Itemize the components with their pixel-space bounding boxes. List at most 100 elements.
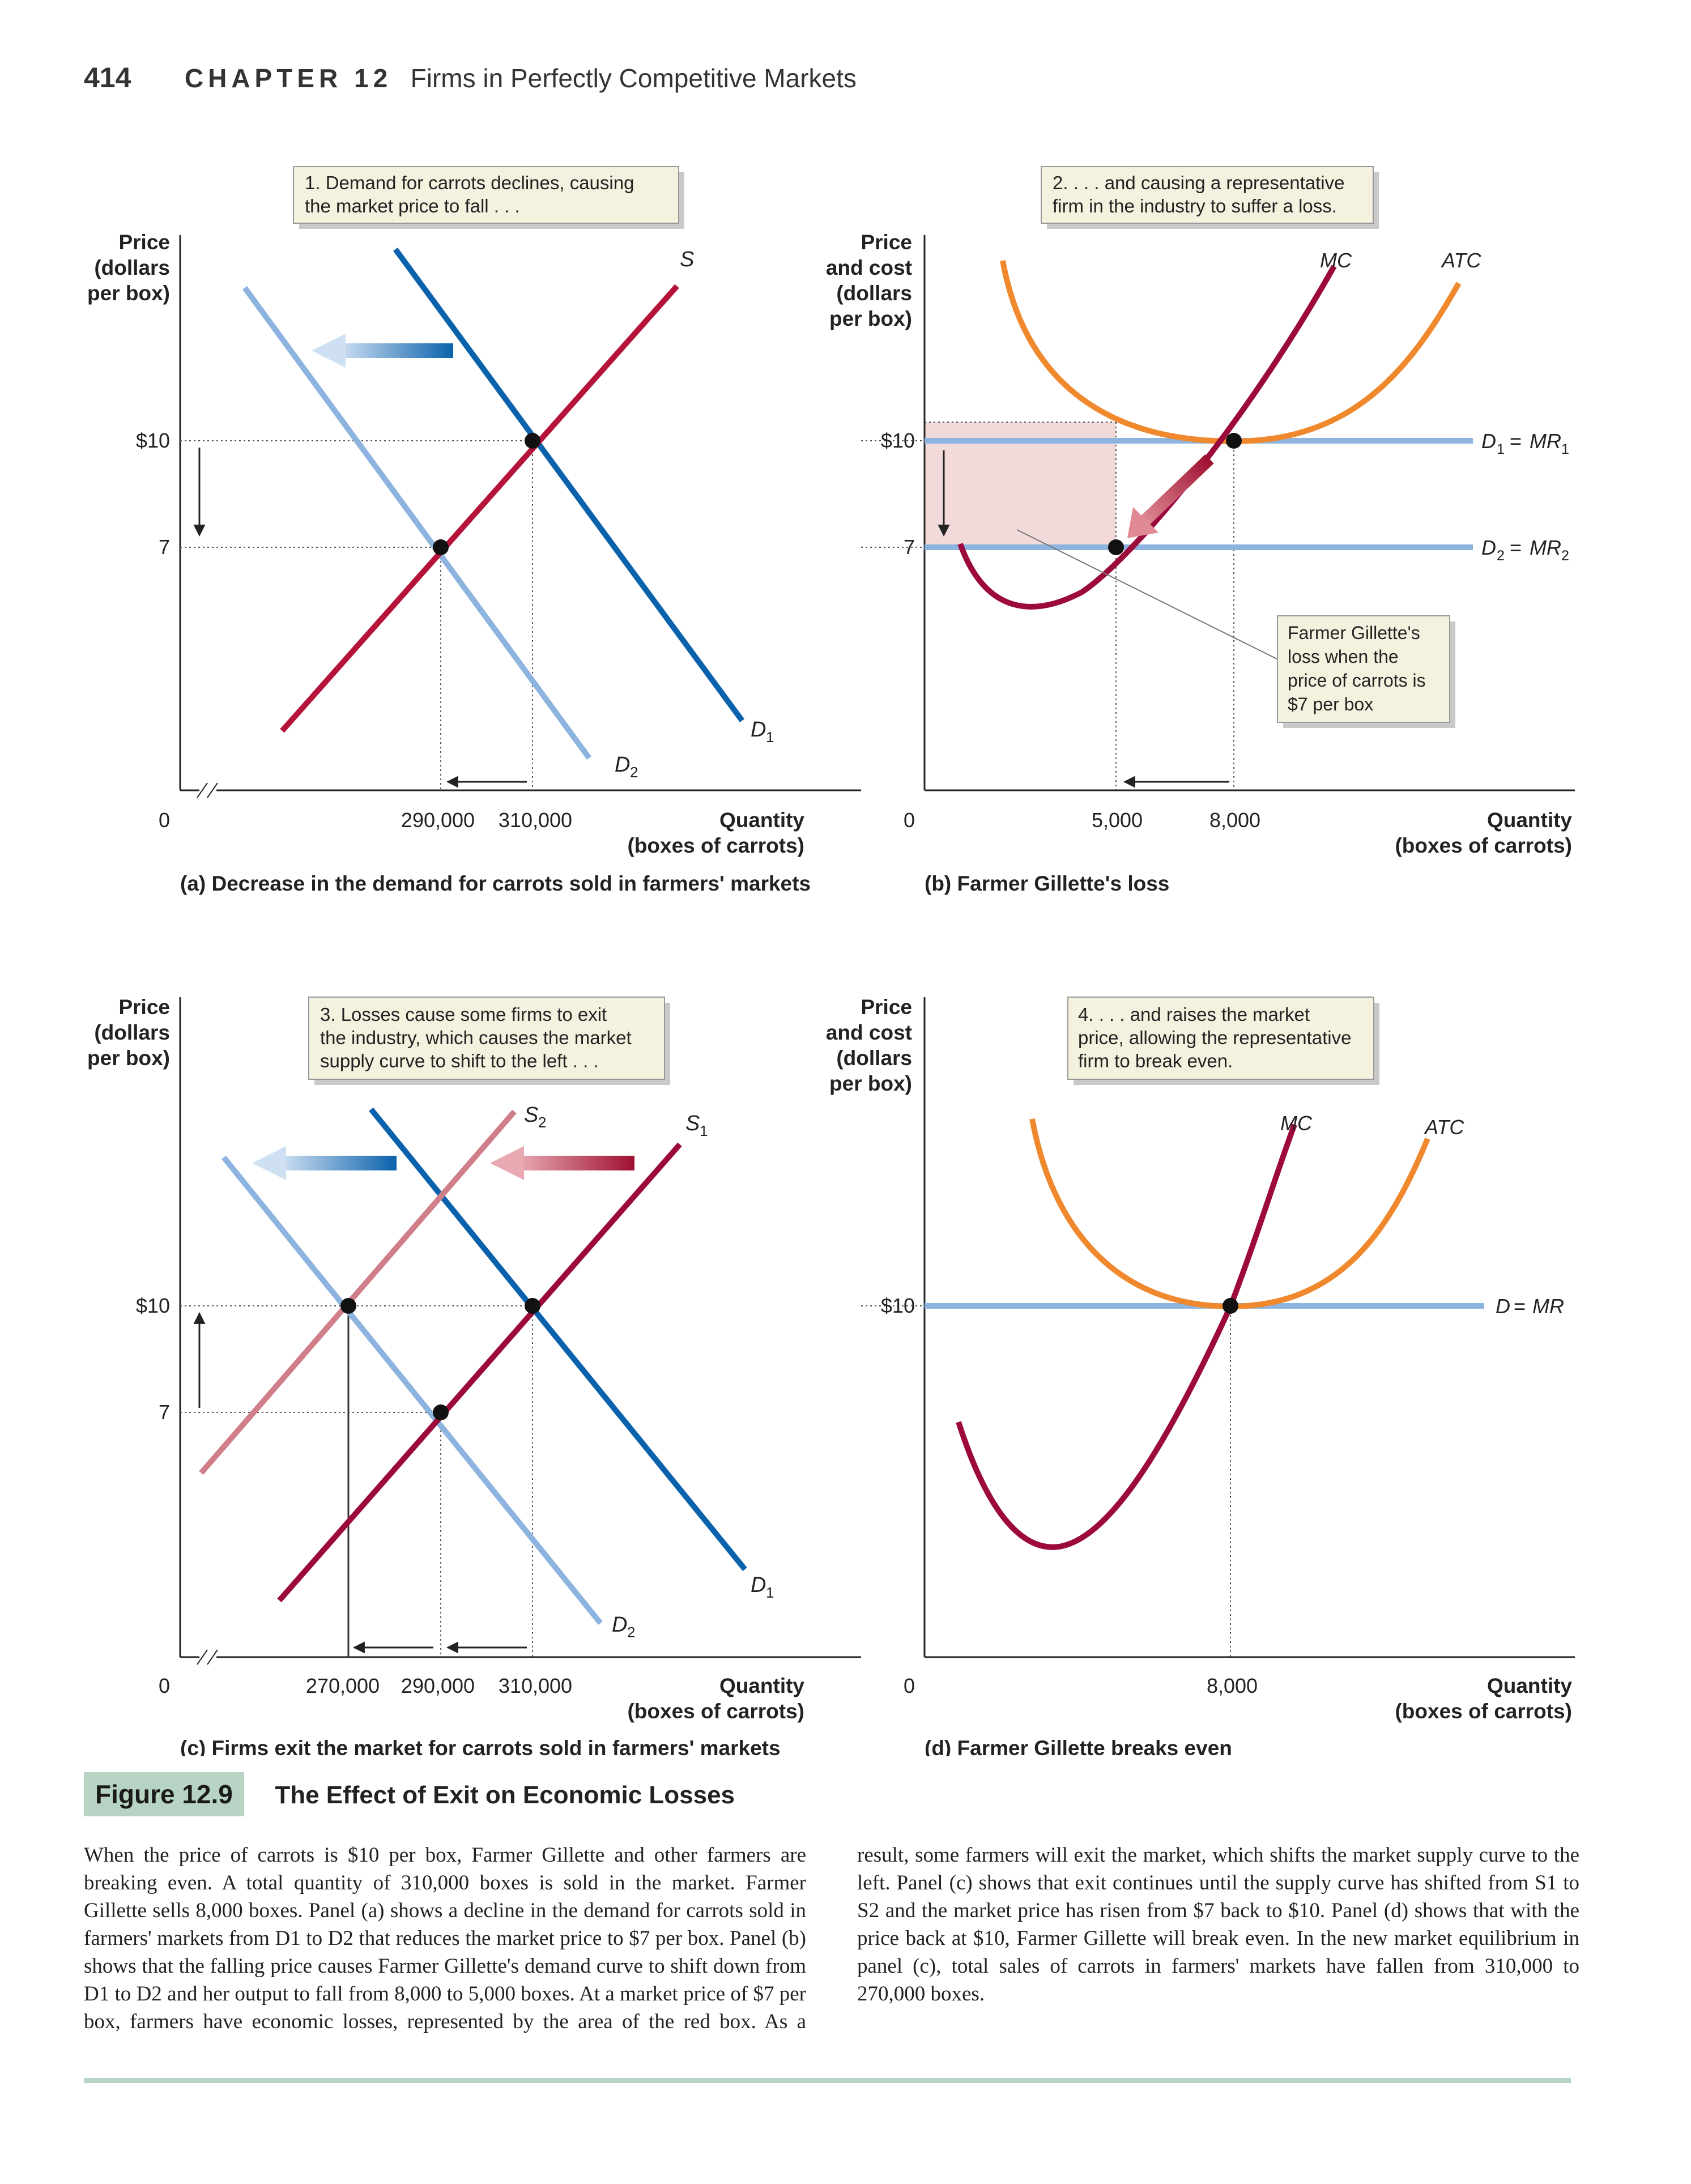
series-label-b-d1mr1: D 1 = MR 1	[1481, 429, 1569, 457]
panel-title-a: (a) Decrease in the demand for carrots s…	[180, 872, 811, 895]
svg-text:1: 1	[1497, 441, 1505, 457]
axis-break-a	[197, 782, 218, 799]
supply-shift-arrow-c	[490, 1146, 634, 1180]
svg-text:2: 2	[538, 1114, 546, 1131]
svg-text:ATC: ATC	[1441, 249, 1481, 272]
ylabel-a-1: Price	[118, 231, 170, 254]
series-d-atc	[1029, 1118, 1430, 1310]
ytick-c-7: 7	[159, 1400, 170, 1424]
series-label-b-atc: ATC	[1441, 249, 1481, 272]
svg-text:per box): per box)	[829, 1072, 912, 1095]
svg-text:=: =	[1510, 429, 1522, 453]
series-label-a-d1: D 1	[751, 718, 774, 746]
figure-title: The Effect of Exit on Economic Losses	[275, 1781, 735, 1809]
series-b-atc	[1000, 260, 1462, 445]
series-label-a-s: S	[680, 248, 694, 271]
svg-text:2: 2	[1497, 548, 1505, 564]
xtick-b-8000: 8,000	[1209, 808, 1260, 832]
equilibrium-b-1	[1226, 433, 1242, 449]
svg-text:(dollars: (dollars	[94, 1021, 170, 1044]
series-b-mc	[957, 265, 1337, 610]
svg-text:2. . . . and causing a represe: 2. . . . and causing a representative	[1053, 172, 1344, 193]
series-c-d2	[222, 1155, 603, 1625]
svg-text:supply curve to shift to the l: supply curve to shift to the left . . .	[320, 1050, 599, 1071]
svg-text:ATC: ATC	[1424, 1116, 1464, 1139]
chapter-title: Firms in Perfectly Competitive Markets	[410, 63, 857, 93]
svg-text:MC: MC	[1320, 249, 1352, 272]
xlabel-b-1: Quantity	[1487, 808, 1572, 832]
xtick-c-310: 310,000	[499, 1674, 572, 1697]
y-axis-label-c: Price (dollars per box)	[87, 995, 170, 1070]
svg-text:D: D	[1496, 1295, 1510, 1318]
xlabel-d-1: Quantity	[1487, 1674, 1572, 1697]
callout-a: 1. Demand for carrots declines, causing …	[293, 166, 684, 229]
series-label-d-atc: ATC	[1424, 1116, 1464, 1139]
xlabel-a-1: Quantity	[719, 808, 804, 832]
svg-text:2: 2	[630, 764, 638, 781]
xtick-c-290: 290,000	[401, 1674, 475, 1697]
series-label-d-mc: MC	[1280, 1112, 1313, 1135]
panel-title-b: (b) Farmer Gillette's loss	[925, 872, 1169, 895]
loss-pointer-b	[1016, 529, 1285, 663]
svg-text:(dollars: (dollars	[836, 1046, 912, 1070]
ytick-c-10: $10	[136, 1294, 170, 1317]
svg-text:S: S	[524, 1103, 538, 1127]
xtick-a-310: 310,000	[499, 808, 572, 832]
svg-text:price, allowing the representa: price, allowing the representative	[1078, 1027, 1351, 1048]
svg-text:Farmer Gillette's: Farmer Gillette's	[1288, 623, 1420, 643]
svg-text:firm in the industry to suffer: firm in the industry to suffer a loss.	[1053, 195, 1337, 216]
svg-text:=: =	[1514, 1295, 1526, 1318]
xlabel-d-2: (boxes of carrots)	[1395, 1700, 1572, 1723]
figure-panels: Price (dollars per box) $10 7 0 290,000 …	[87, 166, 1575, 1756]
svg-text:D: D	[612, 1613, 627, 1637]
svg-text:1: 1	[766, 1584, 774, 1601]
ylabel-a-3: per box)	[87, 282, 170, 305]
callout-b: 2. . . . and causing a representative fi…	[1041, 166, 1379, 229]
panel-title-c: (c) Firms exit the market for carrots so…	[180, 1736, 781, 1756]
equilibrium-a-1	[525, 433, 540, 449]
chapter-label: CHAPTER 12	[184, 63, 393, 93]
svg-text:and cost: and cost	[826, 1021, 912, 1044]
series-label-b-d2mr2: D 2 = MR 2	[1481, 536, 1569, 564]
page-header: 414 CHAPTER 12 Firms in Perfectly Compet…	[84, 61, 857, 94]
series-label-d-dmr: D = MR	[1496, 1295, 1564, 1318]
svg-text:S: S	[685, 1112, 700, 1135]
xlabel-c-2: (boxes of carrots)	[627, 1700, 804, 1723]
series-a-s	[280, 284, 679, 733]
equilibrium-a-2	[433, 539, 449, 555]
svg-text:Price: Price	[861, 995, 912, 1019]
svg-text:2: 2	[1561, 548, 1569, 564]
svg-text:$7 per box: $7 per box	[1288, 694, 1373, 714]
svg-text:D: D	[1481, 429, 1496, 453]
panel-d: Price and cost (dollars per box) $10 0 8…	[826, 995, 1575, 1756]
ytick-d-10: $10	[881, 1294, 915, 1317]
equilibrium-c-2	[433, 1404, 449, 1420]
svg-text:1. Demand for carrots declines: 1. Demand for carrots declines, causing	[305, 172, 634, 193]
xlabel-b-2: (boxes of carrots)	[1395, 834, 1572, 857]
y-axis-label-a: Price (dollars per box)	[87, 231, 170, 305]
svg-text:4. . . . and raises the market: 4. . . . and raises the market	[1078, 1004, 1310, 1025]
svg-text:S: S	[680, 248, 694, 271]
page-number: 414	[84, 62, 131, 93]
loss-callout-b: Farmer Gillette's loss when the price of…	[1277, 615, 1455, 728]
svg-text:D: D	[751, 1573, 766, 1597]
y-axis-label-b: Price and cost (dollars per box)	[826, 231, 912, 330]
svg-text:(dollars: (dollars	[836, 282, 912, 305]
svg-text:D: D	[615, 753, 630, 777]
svg-text:1: 1	[700, 1122, 708, 1139]
ytick-a-10: $10	[136, 429, 170, 452]
demand-arrow-c	[252, 1146, 397, 1180]
xlabel-a-2: (boxes of carrots)	[627, 834, 804, 857]
equilibrium-b-2	[1108, 539, 1124, 555]
svg-text:firm to break even.: firm to break even.	[1078, 1050, 1233, 1071]
svg-text:MC: MC	[1280, 1112, 1313, 1135]
ytick-b-10: $10	[881, 429, 915, 452]
svg-text:MR: MR	[1530, 536, 1561, 559]
equilibrium-d	[1223, 1298, 1238, 1314]
svg-text:and cost: and cost	[826, 256, 912, 279]
svg-text:3. Losses cause some firms to: 3. Losses cause some firms to exit	[320, 1004, 607, 1025]
xtick-a-290: 290,000	[401, 808, 475, 832]
svg-text:1: 1	[1561, 441, 1569, 457]
panel-a: Price (dollars per box) $10 7 0 290,000 …	[87, 166, 861, 895]
